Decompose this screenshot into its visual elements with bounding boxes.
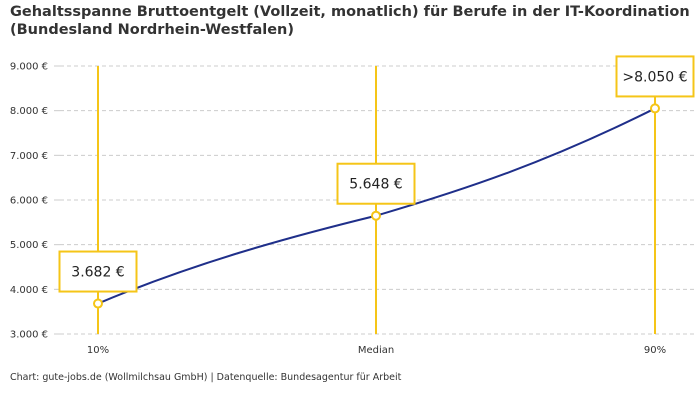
y-tick-label: 3.000 € [10,330,48,341]
chart-title-line1: Gehaltsspanne Bruttoentgelt (Vollzeit, m… [10,4,690,20]
y-tick-label: 9.000 € [10,62,48,73]
data-label: 3.682 € [58,250,138,293]
y-tick-label: 8.000 € [10,106,48,117]
data-label-text: 3.682 € [71,265,124,281]
data-label-text: >8.050 € [622,69,687,85]
data-point [371,210,381,221]
chart-title-line2: (Bundesland Nordrhein-Westfalen) [10,22,294,38]
x-tick-label: 10% [87,345,109,356]
data-label-box [58,250,138,293]
y-tick-label: 7.000 € [10,151,48,162]
data-label-text: 5.648 € [349,177,402,193]
salary-series [93,103,660,309]
y-tick-label: 4.000 € [10,285,48,296]
y-tick-label: 6.000 € [10,196,48,207]
data-label: >8.050 € [615,55,695,98]
data-point [650,103,660,114]
chart-credit: Chart: gute-jobs.de (Wollmilchsau GmbH) … [10,372,402,383]
x-tick-label: Median [358,345,394,356]
y-tick-label: 5.000 € [10,240,48,251]
x-tick-label: 90% [644,345,666,356]
y-axis: 3.000 € 4.000 € 5.000 € 6.000 € 7.000 € 8.000… [10,62,60,341]
x-axis: 10% Median 90% [87,345,666,356]
data-label-box [336,162,416,205]
data-point [93,298,103,309]
data-labels: 3.682 € 5.648 € >8.050 € [58,55,695,293]
data-label: 5.648 € [336,162,416,205]
data-label-box [615,55,695,98]
